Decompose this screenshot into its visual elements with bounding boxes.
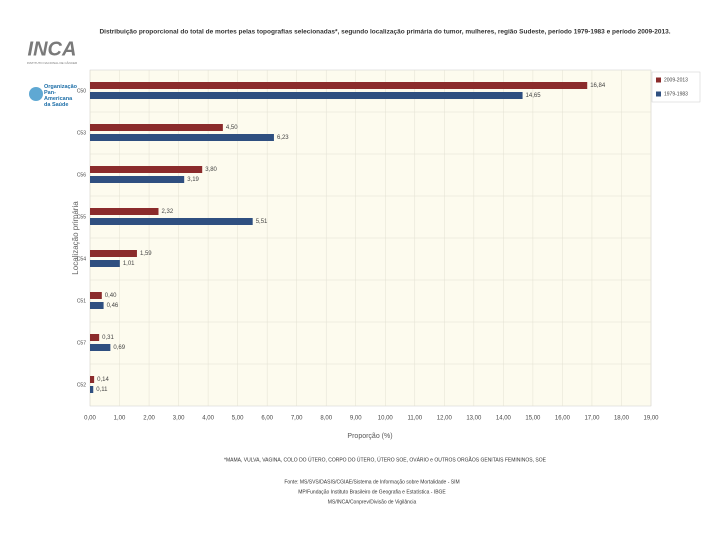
y-tick-label: C56 <box>77 172 86 178</box>
opas-text-box: Organização Pan-Americana da Saúde <box>44 84 78 108</box>
legend-label: 2009-2013 <box>664 77 688 83</box>
value-label: 0,11 <box>96 387 108 393</box>
value-label: 3,19 <box>187 177 199 183</box>
inca-sub: INSTITUTO NACIONAL DE CÂNCER <box>27 60 78 65</box>
y-tick-label: C55 <box>77 214 86 220</box>
bar <box>90 218 253 225</box>
bar <box>90 134 274 141</box>
y-tick-label: C50 <box>77 88 86 94</box>
bar <box>90 250 137 257</box>
y-tick-label: C54 <box>77 256 86 262</box>
x-tick-label: 6,00 <box>261 416 273 422</box>
bar <box>90 82 588 89</box>
bar <box>90 92 523 99</box>
legend-swatch <box>656 77 661 83</box>
x-tick-label: 5,00 <box>232 416 244 422</box>
opas-text: Organização Pan-Americana da Saúde <box>44 84 78 108</box>
value-label: 1,59 <box>140 251 152 257</box>
value-label: 3,80 <box>205 167 217 173</box>
x-tick-label: 17,00 <box>584 416 600 422</box>
x-tick-label: 1,00 <box>114 416 126 422</box>
value-label: 0,40 <box>105 293 117 299</box>
value-label: 0,31 <box>102 335 114 341</box>
value-label: 0,69 <box>113 345 125 351</box>
x-tick-label: 16,00 <box>555 416 571 422</box>
bar <box>90 292 102 299</box>
y-tick-label: C53 <box>77 130 86 136</box>
source: MP/Fundação Instituto Brasileiro de Geog… <box>298 489 446 495</box>
footnote: *MAMA, VULVA, VAGINA, COLO DO ÚTERO, COR… <box>224 456 547 463</box>
inca-logo: INCA <box>28 38 77 60</box>
bar <box>90 302 104 309</box>
value-label: 4,50 <box>226 125 238 131</box>
value-label: 6,23 <box>277 135 289 141</box>
x-tick-label: 4,00 <box>202 416 214 422</box>
bar <box>90 344 111 351</box>
value-label: 14,65 <box>526 93 542 99</box>
x-tick-label: 18,00 <box>614 416 630 422</box>
x-tick-label: 15,00 <box>525 416 541 422</box>
x-tick-label: 11,00 <box>408 416 423 422</box>
x-tick-label: 8,00 <box>320 416 332 422</box>
legend-box <box>651 71 701 103</box>
bar <box>90 124 223 131</box>
bar <box>90 334 100 341</box>
chart-title: Distribuição proporcional do total de mo… <box>99 29 670 36</box>
x-tick-label: 3,00 <box>173 416 185 422</box>
bar <box>90 260 120 267</box>
y-tick-label: C52 <box>77 382 86 388</box>
x-axis-label: Proporção (%) <box>347 433 392 440</box>
value-label: 0,46 <box>107 303 119 309</box>
x-tick-label: 10,00 <box>378 416 394 422</box>
source: MS/INCA/Conprev/Divisão de Vigilância <box>328 499 417 505</box>
x-tick-label: 14,00 <box>496 416 512 422</box>
opas-logo <box>29 87 43 101</box>
bar <box>90 208 159 215</box>
y-tick-label: C57 <box>77 340 86 346</box>
legend-swatch <box>656 91 661 97</box>
value-label: 1,01 <box>123 261 135 267</box>
x-tick-label: 13,00 <box>466 416 482 422</box>
bar <box>90 386 94 393</box>
x-tick-label: 9,00 <box>350 416 362 422</box>
x-tick-label: 2,00 <box>143 416 155 422</box>
bar <box>90 176 185 183</box>
x-tick-label: 19,00 <box>643 416 659 422</box>
bar <box>90 166 203 173</box>
source: Fonte: MS/SVS/DASIS/CGIAE/Sistema de Inf… <box>284 479 459 485</box>
x-tick-label: 12,00 <box>437 416 453 422</box>
x-tick-label: 0,00 <box>84 416 96 422</box>
x-tick-label: 7,00 <box>291 416 303 422</box>
legend-label: 1979-1983 <box>664 91 688 97</box>
value-label: 0,14 <box>97 377 109 383</box>
bar <box>90 376 95 383</box>
y-tick-label: C51 <box>77 298 86 304</box>
value-label: 5,51 <box>256 219 268 225</box>
y-axis-label: Localização primária <box>71 201 80 275</box>
value-label: 16,84 <box>590 83 606 89</box>
value-label: 2,32 <box>162 209 174 215</box>
